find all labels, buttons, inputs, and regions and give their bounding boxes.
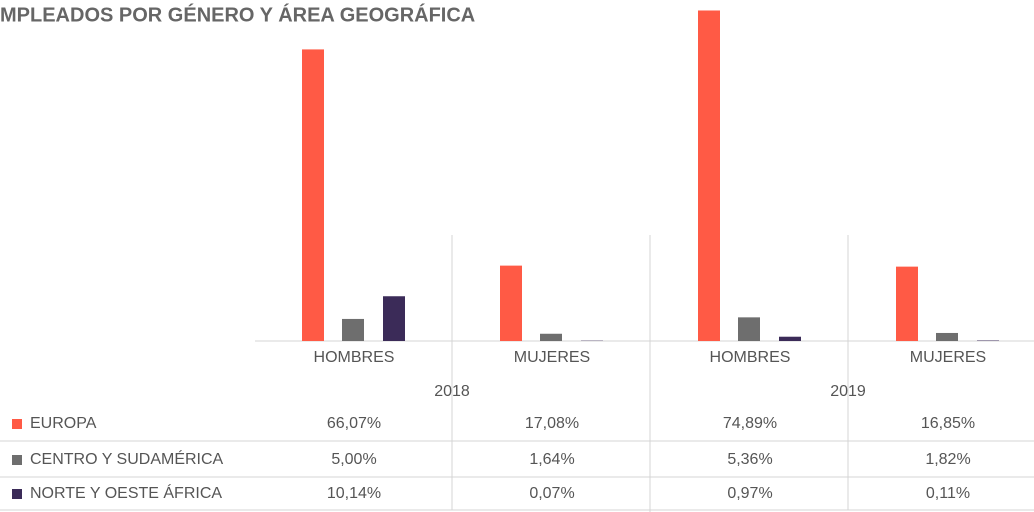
bar xyxy=(896,266,918,341)
value-label: 1,64% xyxy=(529,451,574,468)
value-label: 0,97% xyxy=(727,485,772,502)
legend-swatch xyxy=(12,489,22,499)
year-label: 2019 xyxy=(830,383,866,400)
value-label: 10,14% xyxy=(327,485,381,502)
x-tick-label: HOMBRES xyxy=(314,349,395,366)
bar xyxy=(779,336,801,341)
value-label: 17,08% xyxy=(525,415,579,432)
x-tick-label: MUJERES xyxy=(514,349,590,366)
chart-title: MPLEADOS POR GÉNERO Y ÁREA GEOGRÁFICA xyxy=(0,3,475,26)
legend-label: CENTRO Y SUDAMÉRICA xyxy=(30,449,224,468)
value-label: 16,85% xyxy=(921,415,975,432)
value-label: 74,89% xyxy=(723,415,777,432)
x-tick-label: HOMBRES xyxy=(710,349,791,366)
value-label: 0,07% xyxy=(529,485,574,502)
legend-label: EUROPA xyxy=(30,415,97,432)
bar xyxy=(342,318,364,341)
value-label: 1,82% xyxy=(925,451,970,468)
bar xyxy=(936,332,958,341)
bar xyxy=(500,265,522,341)
value-label: 5,36% xyxy=(727,451,772,468)
bar xyxy=(540,333,562,341)
bar xyxy=(302,49,324,341)
year-label: 2018 xyxy=(434,383,470,400)
x-tick-label: MUJERES xyxy=(910,349,986,366)
value-label: 66,07% xyxy=(327,415,381,432)
value-label: 0,11% xyxy=(926,485,970,502)
bar xyxy=(738,317,760,341)
bar xyxy=(698,10,720,341)
legend-label: NORTE Y OESTE ÁFRICA xyxy=(30,483,222,502)
value-label: 5,00% xyxy=(331,451,376,468)
bar xyxy=(383,296,405,341)
legend-swatch xyxy=(12,419,22,429)
legend-swatch xyxy=(12,455,22,465)
